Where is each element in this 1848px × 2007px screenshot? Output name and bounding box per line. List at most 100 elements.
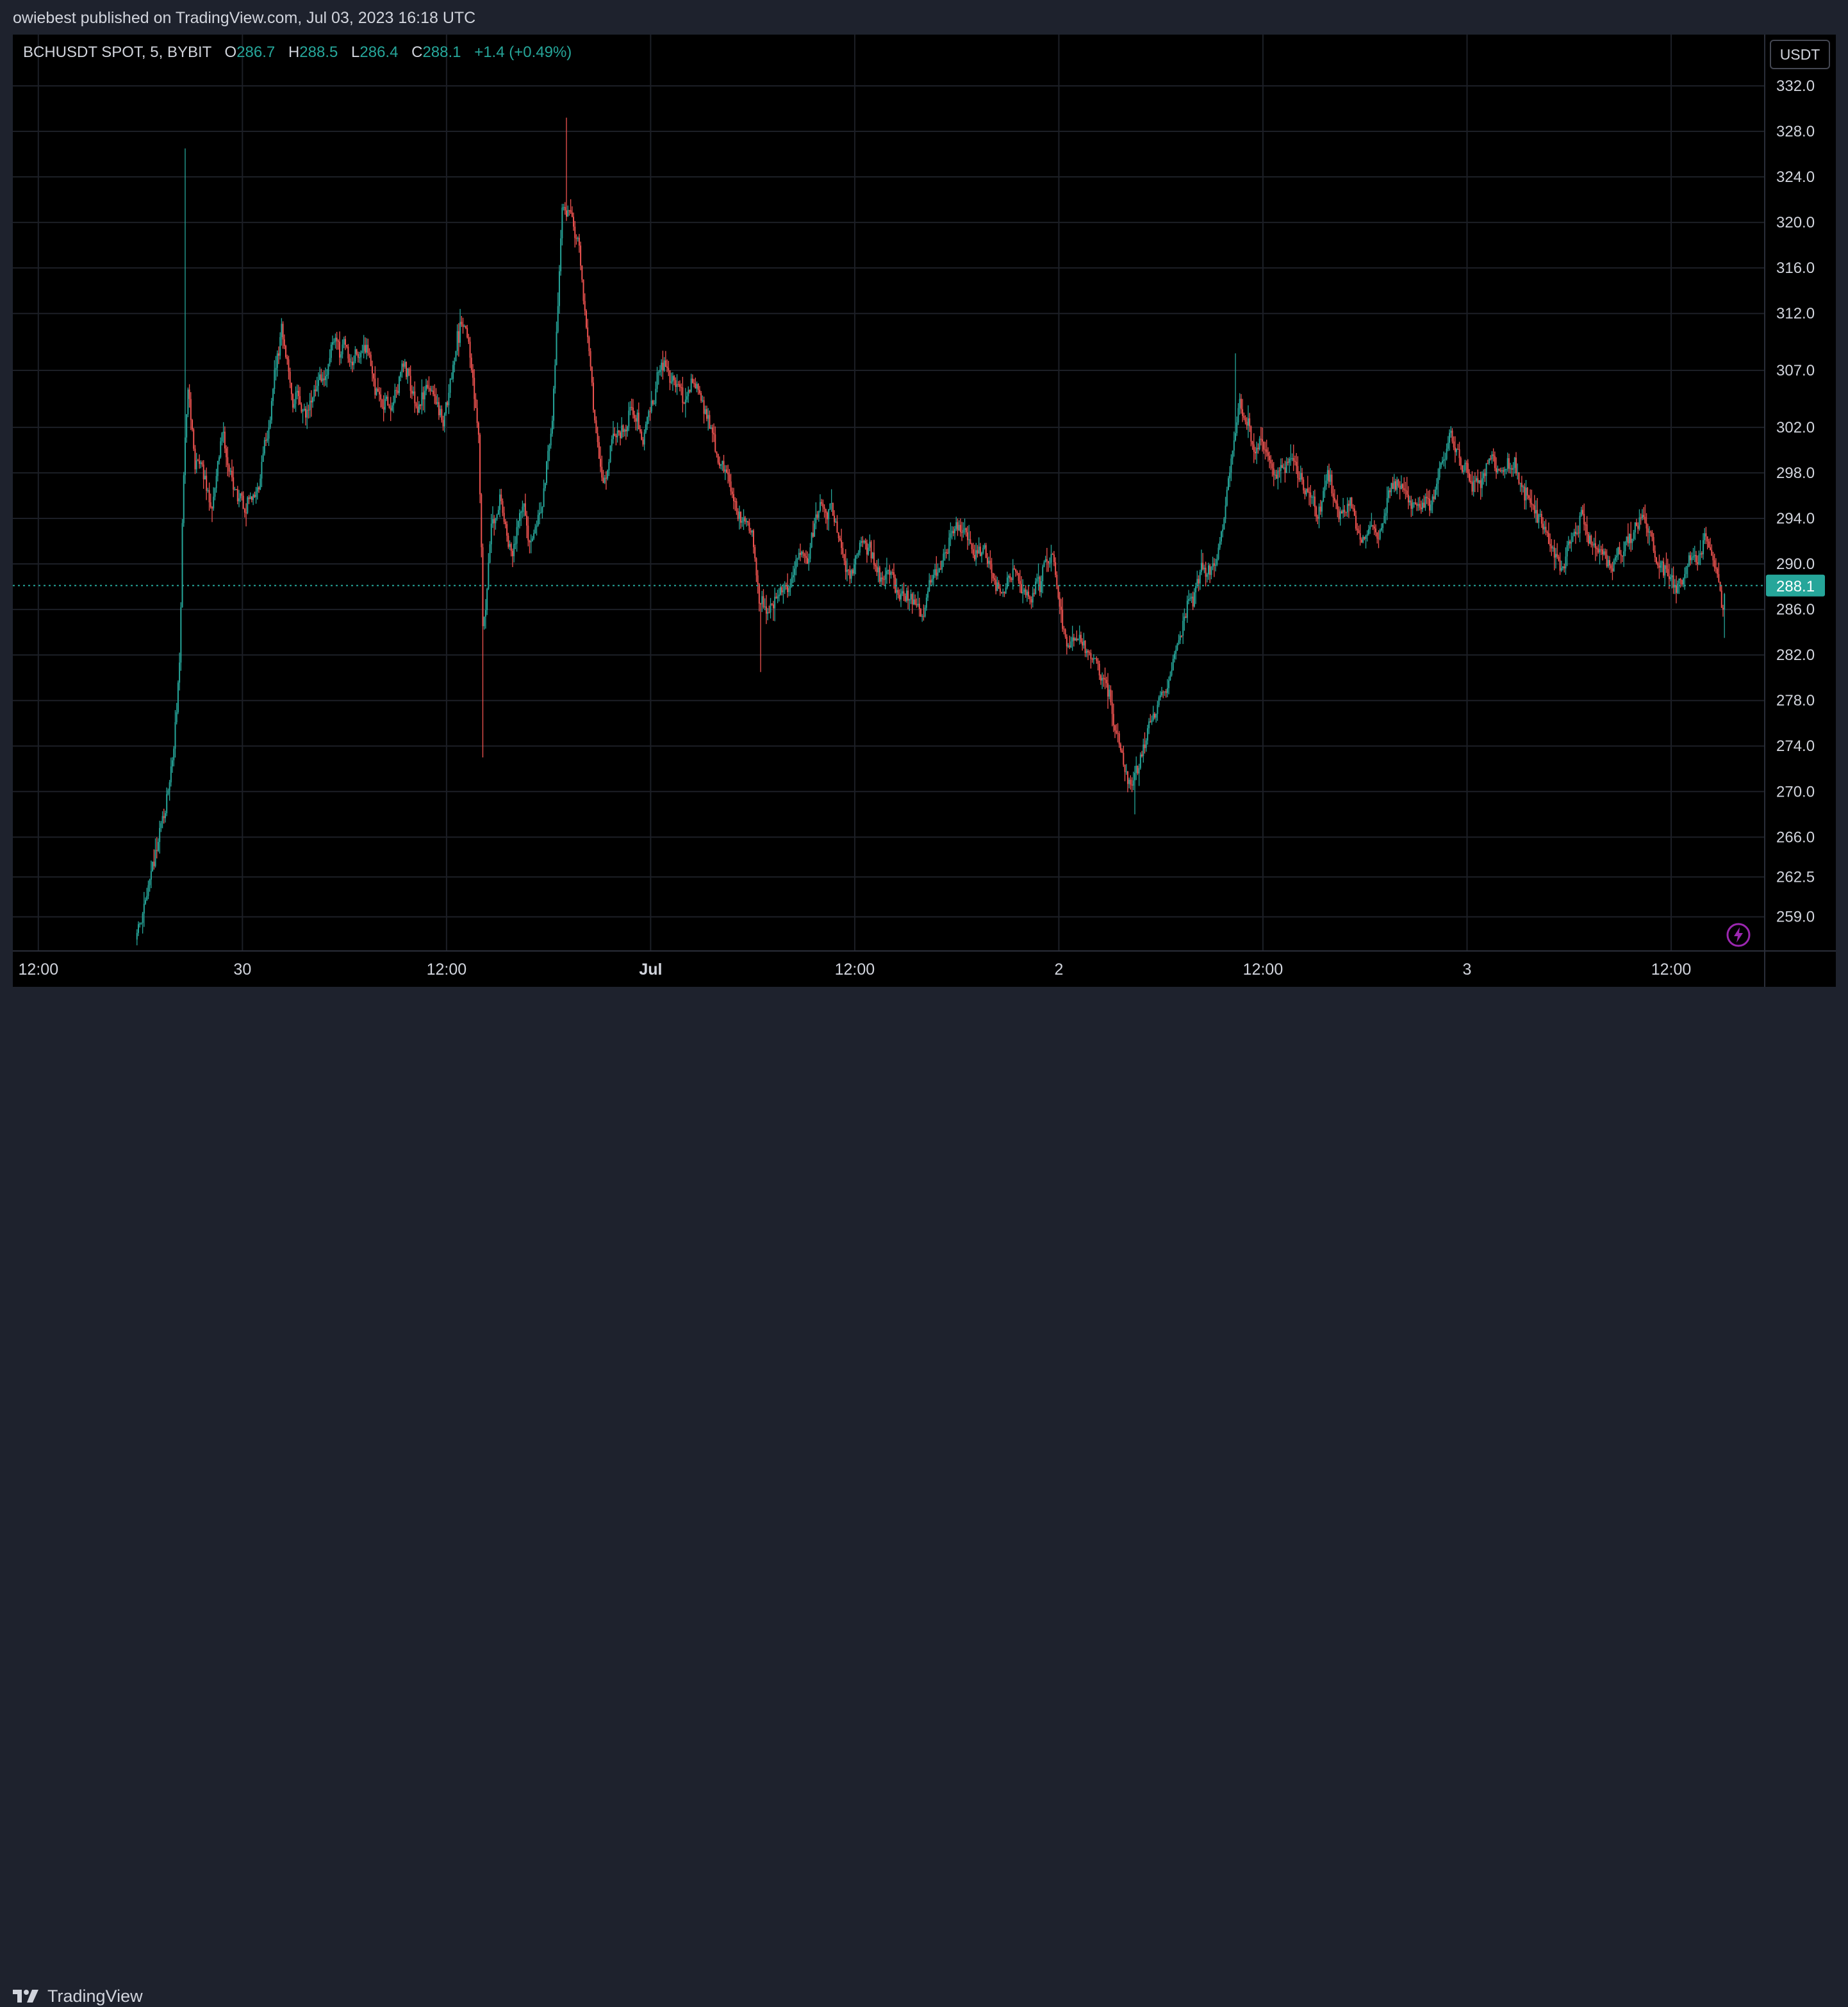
candle	[1481, 471, 1483, 497]
candle	[1049, 557, 1051, 568]
candle	[1198, 575, 1200, 591]
candle	[1093, 654, 1094, 665]
candle	[1089, 650, 1091, 656]
price-tick-label: 302.0	[1776, 419, 1815, 436]
candle	[1048, 561, 1050, 572]
candle	[537, 509, 539, 527]
candle	[1487, 459, 1489, 465]
candle	[785, 582, 787, 590]
candle	[720, 464, 722, 470]
candle	[374, 366, 376, 399]
candle	[1364, 536, 1365, 541]
candle	[1681, 579, 1683, 587]
candle	[301, 402, 302, 414]
candle	[1619, 541, 1621, 555]
candle	[1657, 561, 1659, 569]
candle	[1148, 718, 1150, 734]
lightning-icon[interactable]	[1726, 922, 1751, 948]
candle	[1471, 471, 1473, 495]
candle	[1715, 558, 1717, 574]
candle	[1168, 676, 1170, 695]
candle	[1157, 700, 1159, 721]
candle	[1637, 522, 1639, 534]
candle	[1631, 538, 1633, 550]
candle	[896, 578, 898, 600]
candle	[1090, 649, 1092, 669]
currency-button[interactable]: USDT	[1770, 40, 1830, 69]
candle	[623, 428, 625, 437]
candle	[281, 318, 283, 346]
candle	[292, 393, 294, 413]
candle	[691, 374, 693, 384]
candle	[248, 495, 250, 504]
candle	[400, 371, 402, 381]
candle	[1636, 518, 1638, 527]
low-label: L	[351, 44, 360, 61]
candle	[925, 593, 927, 611]
candle	[1118, 731, 1120, 748]
candle	[290, 383, 292, 401]
candle	[1633, 529, 1635, 541]
candle	[830, 489, 832, 512]
candle	[1216, 554, 1218, 566]
candle	[1398, 479, 1399, 488]
candle	[269, 416, 271, 429]
candle	[1434, 486, 1436, 500]
candle	[496, 513, 498, 521]
candle	[869, 534, 871, 552]
candle	[1675, 575, 1677, 604]
candle	[600, 446, 602, 472]
candle	[965, 527, 967, 537]
candle	[958, 520, 960, 531]
candle	[937, 563, 939, 580]
candle	[818, 510, 820, 522]
candle	[1453, 436, 1455, 450]
candle	[1413, 502, 1415, 508]
candle	[1420, 500, 1422, 514]
candle	[907, 585, 909, 609]
candle	[1191, 593, 1192, 603]
candle	[1066, 634, 1068, 655]
symbol-label[interactable]: BCHUSDT SPOT, 5, BYBIT	[23, 44, 211, 61]
candle	[187, 387, 189, 418]
candle	[1161, 686, 1163, 697]
candle	[1053, 550, 1055, 566]
candle	[1694, 545, 1695, 563]
candle	[959, 518, 961, 537]
candle	[1503, 467, 1505, 476]
candle	[1305, 488, 1307, 497]
price-chart[interactable]: 332.0 328.0 324.0 320.0 316.0 312.0 307.0 302.0…	[0, 0, 1848, 1032]
candle	[954, 525, 956, 540]
brand[interactable]: TradingView	[13, 1985, 143, 2007]
candle	[1594, 531, 1596, 561]
candle	[1344, 505, 1346, 517]
candle	[729, 468, 730, 488]
candle	[1159, 691, 1161, 701]
candle	[1530, 489, 1531, 508]
candle	[1250, 425, 1252, 447]
candle	[574, 220, 576, 248]
candle	[1627, 523, 1629, 547]
candle	[883, 575, 885, 586]
candle	[816, 511, 818, 520]
candle	[582, 279, 584, 305]
candle	[849, 565, 851, 584]
candle	[782, 583, 784, 604]
last-price-label: 288.1	[1766, 574, 1825, 597]
candle	[588, 335, 590, 356]
candle	[486, 588, 488, 615]
candle	[1628, 533, 1630, 550]
candle	[1451, 428, 1453, 444]
candle	[910, 589, 912, 604]
candle	[340, 351, 342, 364]
candle	[234, 486, 236, 491]
candle	[1677, 581, 1679, 594]
candle	[306, 402, 308, 429]
candle	[462, 317, 464, 334]
candle	[1402, 483, 1404, 492]
candle	[1470, 474, 1472, 484]
candle	[1297, 456, 1299, 488]
candle	[1634, 522, 1636, 540]
candle	[1551, 539, 1553, 556]
candle	[1603, 549, 1605, 556]
